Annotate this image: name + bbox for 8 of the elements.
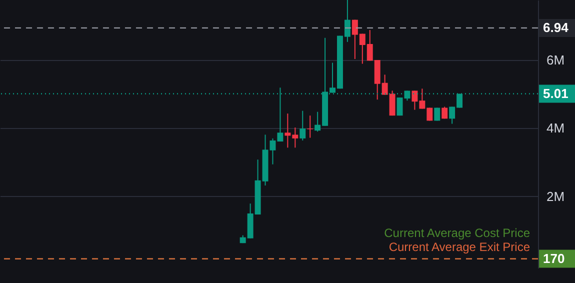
y-tick-label: 2M xyxy=(546,188,565,204)
ref-line-label: Current Average Exit Price xyxy=(388,240,530,254)
y-tick-label: 6M xyxy=(546,52,565,68)
annotation: Current Average Cost Price xyxy=(384,226,530,240)
ref-line-label: 5.01 xyxy=(543,86,568,101)
y-tick-label: 4M xyxy=(546,120,565,136)
ref-line-label: 170 xyxy=(543,250,565,266)
ref-line-label: 6.94 xyxy=(543,20,570,35)
